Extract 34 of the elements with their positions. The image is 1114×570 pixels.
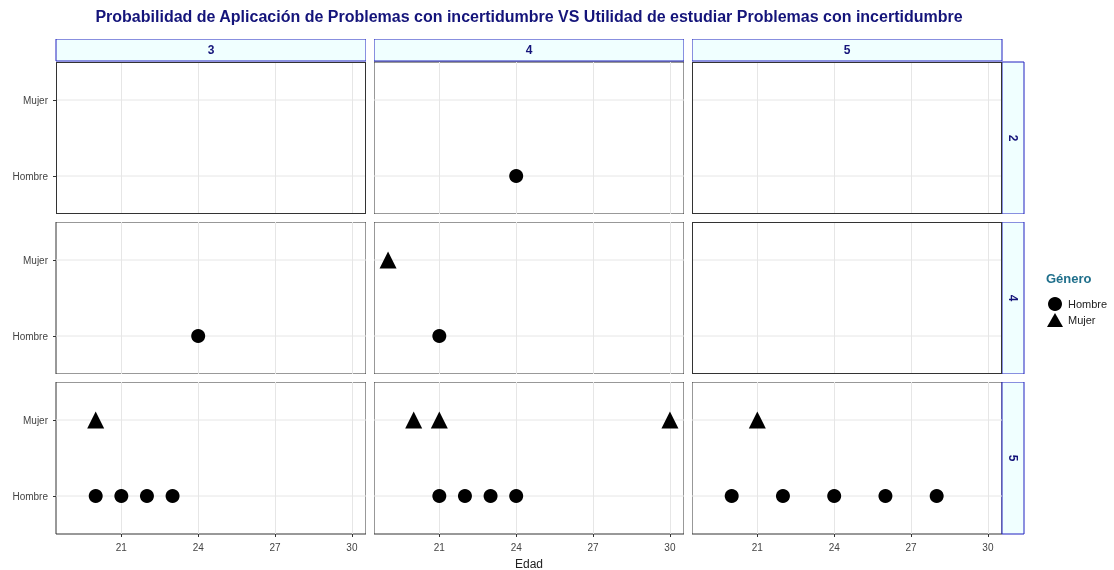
x-tick-label: 30	[982, 541, 994, 553]
y-tick-label: Mujer	[22, 94, 49, 106]
y-tick-label: Hombre	[12, 490, 49, 502]
x-tick-label: 24	[828, 541, 841, 553]
text: 5	[843, 43, 851, 57]
x-tick-label: 30	[346, 541, 358, 553]
point	[878, 489, 893, 503]
point	[775, 489, 790, 503]
y-tick-label: Hombre	[12, 330, 49, 342]
x-tick-label: 21	[115, 541, 128, 553]
x-axis-title: Edad	[514, 557, 544, 570]
text: 5	[1006, 454, 1020, 462]
text: 3	[207, 43, 215, 57]
legend-title: Género	[1046, 271, 1092, 286]
text: 4	[525, 43, 533, 57]
point	[827, 489, 842, 503]
legend-label: Mujer	[1068, 314, 1096, 326]
x-tick-label: 27	[905, 541, 918, 553]
x-tick-label: 24	[192, 541, 205, 553]
legend-label: Hombre	[1068, 298, 1108, 310]
x-tick-label: 21	[751, 541, 764, 553]
x-tick-label: 24	[510, 541, 523, 553]
x-tick-label: 27	[269, 541, 282, 553]
point	[929, 489, 944, 503]
x-tick-label: 21	[433, 541, 446, 553]
text: Probabilidad de Aplicación de Problemas con incertidumbre VS Utilidad de estudiar Problemas con incertidumbre	[94, 8, 964, 26]
y-tick-label: Mujer	[22, 414, 49, 426]
point	[724, 489, 739, 503]
text: 4	[1006, 294, 1020, 302]
y-tick-label: Hombre	[12, 170, 49, 182]
text: 2	[1006, 134, 1020, 142]
x-tick-label: 27	[587, 541, 600, 553]
x-tick-label: 30	[664, 541, 676, 553]
y-tick-label: Mujer	[22, 254, 49, 266]
